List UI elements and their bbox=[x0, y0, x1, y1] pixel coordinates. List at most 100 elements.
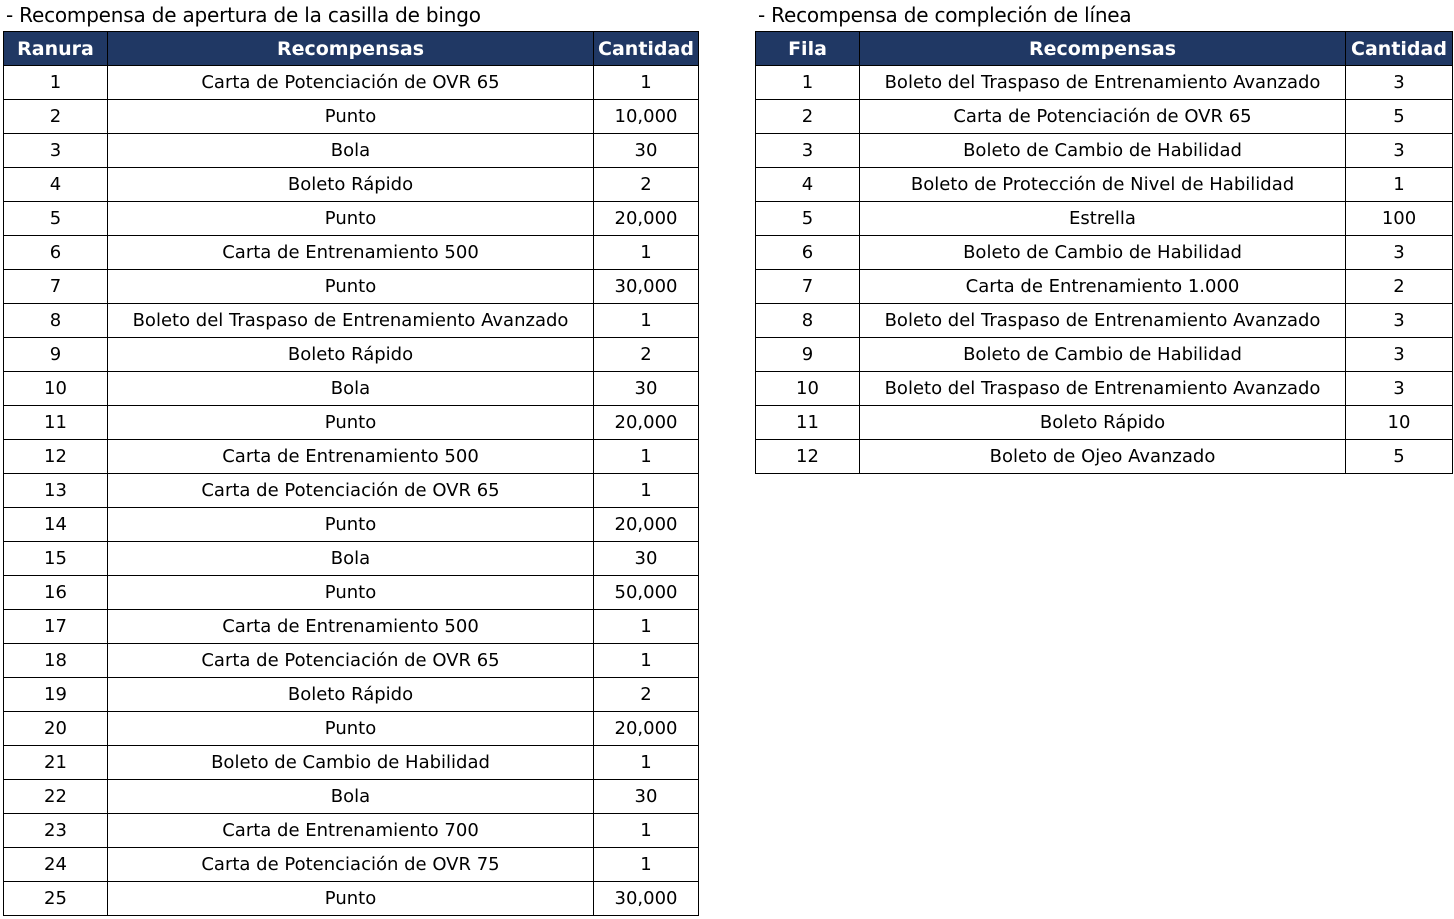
cell-index: 17 bbox=[3, 609, 108, 644]
cell-reward: Punto bbox=[107, 405, 594, 440]
table-row: 7 Carta de Entrenamiento 1.000 2 bbox=[755, 269, 1453, 304]
table-row: 9 Boleto de Cambio de Habilidad 3 bbox=[755, 337, 1453, 372]
table-row: 24 Carta de Potenciación de OVR 75 1 bbox=[3, 847, 699, 882]
cell-reward: Boleto del Traspaso de Entrenamiento Ava… bbox=[859, 371, 1346, 406]
cell-index: 4 bbox=[3, 167, 108, 202]
cell-quantity: 30 bbox=[593, 779, 699, 814]
table-row: 7 Punto 30,000 bbox=[3, 269, 699, 304]
table-row: 4 Boleto Rápido 2 bbox=[3, 167, 699, 202]
cell-index: 15 bbox=[3, 541, 108, 576]
cell-quantity: 1 bbox=[593, 473, 699, 508]
table-row: 13 Carta de Potenciación de OVR 65 1 bbox=[3, 473, 699, 508]
cell-index: 19 bbox=[3, 677, 108, 712]
cell-index: 16 bbox=[3, 575, 108, 610]
cell-quantity: 1 bbox=[593, 847, 699, 882]
table-row: 1 Carta de Potenciación de OVR 65 1 bbox=[3, 65, 699, 100]
cell-index: 11 bbox=[3, 405, 108, 440]
cell-index: 11 bbox=[755, 405, 860, 440]
column-header-rewards: Recompensas bbox=[107, 31, 594, 66]
cell-reward: Boleto de Cambio de Habilidad bbox=[859, 133, 1346, 168]
cell-index: 8 bbox=[755, 303, 860, 338]
cell-reward: Boleto del Traspaso de Entrenamiento Ava… bbox=[107, 303, 594, 338]
cell-quantity: 20,000 bbox=[593, 507, 699, 542]
cell-reward: Punto bbox=[107, 575, 594, 610]
cell-reward: Boleto del Traspaso de Entrenamiento Ava… bbox=[859, 303, 1346, 338]
cell-index: 13 bbox=[3, 473, 108, 508]
table-row: 19 Boleto Rápido 2 bbox=[3, 677, 699, 712]
cell-index: 2 bbox=[755, 99, 860, 134]
cell-quantity: 1 bbox=[593, 235, 699, 270]
cell-quantity: 20,000 bbox=[593, 405, 699, 440]
cell-reward: Carta de Potenciación de OVR 65 bbox=[859, 99, 1346, 134]
cell-quantity: 1 bbox=[593, 813, 699, 848]
cell-quantity: 3 bbox=[1345, 303, 1453, 338]
cell-index: 23 bbox=[3, 813, 108, 848]
cell-index: 21 bbox=[3, 745, 108, 780]
cell-quantity: 30 bbox=[593, 371, 699, 406]
table-row: 4 Boleto de Protección de Nivel de Habili… bbox=[755, 167, 1453, 202]
cell-index: 10 bbox=[3, 371, 108, 406]
cell-quantity: 3 bbox=[1345, 65, 1453, 100]
cell-quantity: 30 bbox=[593, 133, 699, 168]
cell-index: 3 bbox=[3, 133, 108, 168]
cell-index: 9 bbox=[755, 337, 860, 372]
cell-reward: Boleto del Traspaso de Entrenamiento Ava… bbox=[859, 65, 1346, 100]
cell-quantity: 5 bbox=[1345, 439, 1453, 474]
cell-index: 22 bbox=[3, 779, 108, 814]
cell-quantity: 3 bbox=[1345, 371, 1453, 406]
cell-reward: Carta de Entrenamiento 500 bbox=[107, 439, 594, 474]
table-row: 1 Boleto del Traspaso de Entrenamiento Av… bbox=[755, 65, 1453, 100]
table-row: 8 Boleto del Traspaso de Entrenamiento Av… bbox=[3, 303, 699, 338]
cell-reward: Punto bbox=[107, 507, 594, 542]
cell-index: 5 bbox=[3, 201, 108, 236]
cell-index: 6 bbox=[755, 235, 860, 270]
cell-quantity: 30 bbox=[593, 541, 699, 576]
table-row: 22 Bola 30 bbox=[3, 779, 699, 814]
table-row: 21 Boleto de Cambio de Habilidad 1 bbox=[3, 745, 699, 780]
cell-index: 4 bbox=[755, 167, 860, 202]
cell-quantity: 1 bbox=[593, 745, 699, 780]
cell-quantity: 1 bbox=[593, 643, 699, 678]
cell-index: 14 bbox=[3, 507, 108, 542]
cell-reward: Carta de Potenciación de OVR 65 bbox=[107, 643, 594, 678]
column-header-quantity: Cantidad bbox=[593, 31, 699, 66]
table-row: 9 Boleto Rápido 2 bbox=[3, 337, 699, 372]
table-row: 14 Punto 20,000 bbox=[3, 507, 699, 542]
table-row: 10 Bola 30 bbox=[3, 371, 699, 406]
cell-reward: Estrella bbox=[859, 201, 1346, 236]
cell-reward: Punto bbox=[107, 201, 594, 236]
cell-reward: Carta de Potenciación de OVR 65 bbox=[107, 473, 594, 508]
cell-index: 1 bbox=[755, 65, 860, 100]
cell-quantity: 2 bbox=[1345, 269, 1453, 304]
cell-quantity: 1 bbox=[593, 65, 699, 100]
table-row: 12 Boleto de Ojeo Avanzado 5 bbox=[755, 439, 1453, 474]
table-row: 11 Punto 20,000 bbox=[3, 405, 699, 440]
table-row: 2 Carta de Potenciación de OVR 65 5 bbox=[755, 99, 1453, 134]
cell-quantity: 30,000 bbox=[593, 881, 699, 916]
cell-quantity: 2 bbox=[593, 167, 699, 202]
line-complete-reward-table: Fila Recompensas Cantidad 1 Boleto del Tr… bbox=[755, 31, 1453, 474]
cell-reward: Bola bbox=[107, 133, 594, 168]
cell-reward: Boleto Rápido bbox=[107, 167, 594, 202]
column-header-rewards: Recompensas bbox=[859, 31, 1346, 66]
cell-quantity: 100 bbox=[1345, 201, 1453, 236]
cell-reward: Carta de Entrenamiento 500 bbox=[107, 609, 594, 644]
table-row: 8 Boleto del Traspaso de Entrenamiento Av… bbox=[755, 303, 1453, 338]
table-row: 25 Punto 30,000 bbox=[3, 881, 699, 916]
column-header-quantity: Cantidad bbox=[1345, 31, 1453, 66]
cell-reward: Bola bbox=[107, 541, 594, 576]
cell-reward: Punto bbox=[107, 269, 594, 304]
cell-reward: Boleto de Cambio de Habilidad bbox=[107, 745, 594, 780]
cell-index: 8 bbox=[3, 303, 108, 338]
cell-quantity: 2 bbox=[593, 677, 699, 712]
table-row: 6 Boleto de Cambio de Habilidad 3 bbox=[755, 235, 1453, 270]
cell-reward: Carta de Entrenamiento 500 bbox=[107, 235, 594, 270]
column-header-slot: Ranura bbox=[3, 31, 108, 66]
cell-quantity: 10 bbox=[1345, 405, 1453, 440]
bingo-open-reward-title: - Recompensa de apertura de la casilla d… bbox=[6, 3, 481, 27]
cell-quantity: 20,000 bbox=[593, 201, 699, 236]
cell-reward: Carta de Potenciación de OVR 75 bbox=[107, 847, 594, 882]
cell-quantity: 1 bbox=[1345, 167, 1453, 202]
cell-index: 12 bbox=[3, 439, 108, 474]
cell-reward: Punto bbox=[107, 881, 594, 916]
